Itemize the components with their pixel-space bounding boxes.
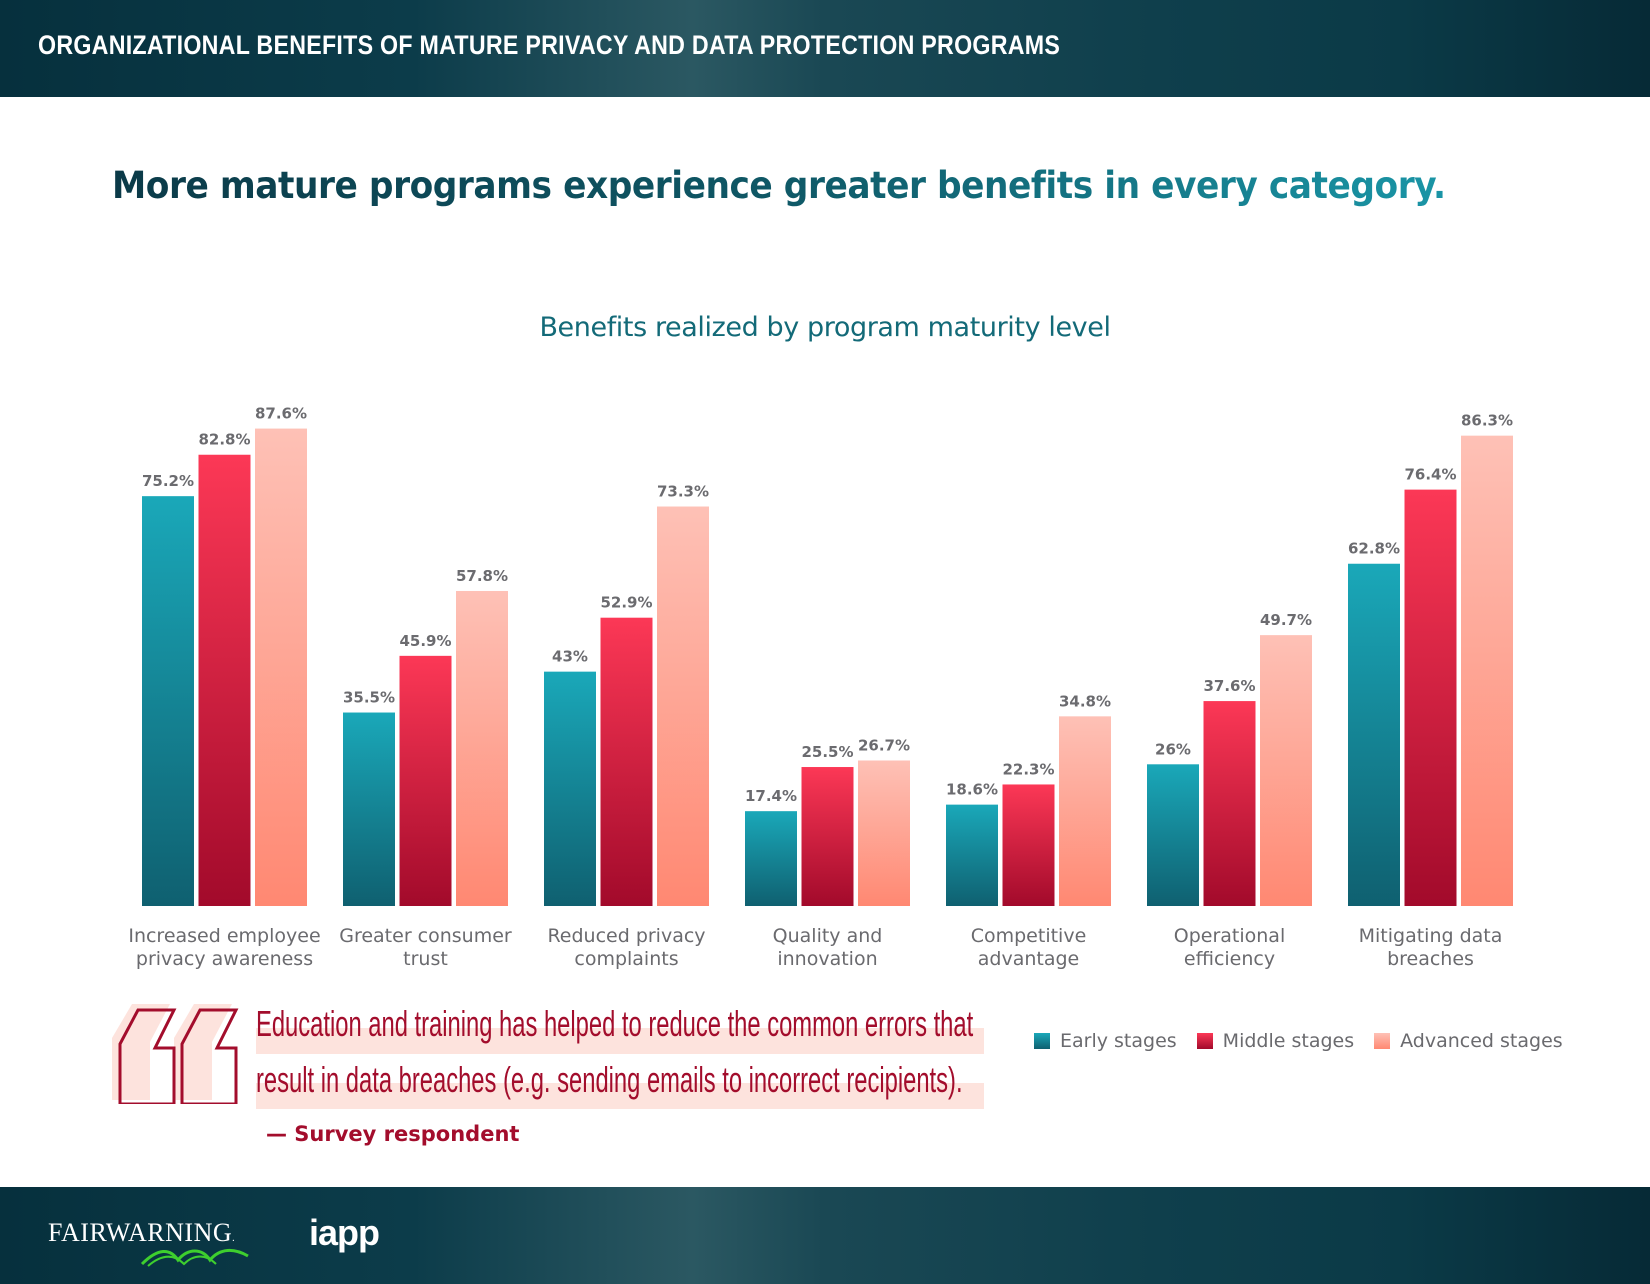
quote-attribution: — Survey respondent <box>266 1122 520 1146</box>
value-label: 52.9% <box>600 594 652 612</box>
category-label: Quality and <box>773 925 883 947</box>
bar-advanced-stages <box>858 760 910 906</box>
bar-early-stages <box>745 811 797 906</box>
bar-advanced-stages <box>255 428 307 906</box>
bars-layer <box>142 428 1513 906</box>
wave-icon <box>140 1249 249 1267</box>
bar-early-stages <box>1147 764 1199 906</box>
category-label: Greater consumer <box>339 925 512 947</box>
bar-advanced-stages <box>657 506 709 906</box>
category-label: advantage <box>978 948 1079 970</box>
legend-label: Advanced stages <box>1400 1030 1563 1052</box>
legend-label: Middle stages <box>1222 1030 1355 1052</box>
legend-item-early: Early stages <box>1034 1030 1177 1052</box>
legend-item-middle: Middle stages <box>1196 1030 1355 1052</box>
value-label: 76.4% <box>1404 466 1456 484</box>
value-label: 34.8% <box>1059 692 1111 710</box>
value-label: 17.4% <box>745 787 797 805</box>
value-label: 86.3% <box>1461 412 1513 430</box>
value-label: 22.3% <box>1002 760 1054 778</box>
fairwarning-logo-text: FAIRWARNING <box>48 1218 233 1247</box>
bar-middle-stages <box>600 617 653 906</box>
value-labels-layer: 75.2% 82.8% 87.6% 35.5% 45.9% 57.8% 43% 52.9% 73… <box>142 405 1513 806</box>
bar-middle-stages <box>399 655 452 906</box>
quote-text-line: result in data breaches (e.g. sending em… <box>256 1059 963 1100</box>
bar-advanced-stages <box>1461 435 1513 906</box>
value-label: 82.8% <box>198 431 250 449</box>
category-label: efficiency <box>1184 948 1275 970</box>
bar-advanced-stages <box>1260 635 1312 906</box>
bar-early-stages <box>1348 563 1400 906</box>
category-label: Mitigating data <box>1359 925 1503 947</box>
legend-swatch-advanced <box>1374 1033 1391 1049</box>
value-label: 49.7% <box>1260 611 1312 629</box>
value-label: 62.8% <box>1348 540 1400 558</box>
fairwarning-logo-mark: . <box>232 1233 236 1244</box>
bar-middle-stages <box>198 454 251 906</box>
bar-advanced-stages <box>1059 716 1111 906</box>
legend-item-advanced: Advanced stages <box>1374 1030 1563 1052</box>
value-label: 18.6% <box>946 781 998 799</box>
bar-early-stages <box>544 671 596 906</box>
footer-banner <box>0 1187 1650 1284</box>
bar-advanced-stages <box>456 590 508 906</box>
category-label: innovation <box>777 948 877 970</box>
bar-early-stages <box>946 804 998 906</box>
category-label: privacy awareness <box>136 948 313 970</box>
value-label: 25.5% <box>801 743 853 761</box>
category-label: Operational <box>1174 925 1285 947</box>
quote-text-line: Education and training has helped to red… <box>256 1003 974 1044</box>
bar-middle-stages <box>1203 701 1256 906</box>
category-label: Reduced privacy <box>547 925 705 947</box>
header-title: ORGANIZATIONAL BENEFITS OF MATURE PRIVAC… <box>38 30 1061 60</box>
value-label: 45.9% <box>399 632 451 650</box>
category-label: complaints <box>574 948 678 970</box>
value-label: 87.6% <box>255 405 307 423</box>
value-label: 26.7% <box>858 736 910 754</box>
chart-title: Benefits realized by program maturity le… <box>539 312 1111 343</box>
bar-middle-stages <box>801 767 854 906</box>
quote-highlight <box>256 1028 984 1054</box>
iapp-logo: iapp <box>309 1212 380 1253</box>
category-label: breaches <box>1387 948 1474 970</box>
quote-highlight <box>256 1083 984 1109</box>
value-label: 73.3% <box>657 483 709 501</box>
quote-mark-icon <box>112 1004 239 1104</box>
category-label: trust <box>403 948 448 970</box>
value-label: 43% <box>552 648 588 666</box>
category-label: Competitive <box>971 925 1087 947</box>
fairwarning-logo: FAIRWARNING. <box>48 1218 235 1248</box>
chart-legend: Early stages Middle stages Advanced stag… <box>1034 1030 1583 1052</box>
legend-swatch-middle <box>1196 1033 1213 1049</box>
value-label: 57.8% <box>456 567 508 585</box>
bar-early-stages <box>343 712 395 906</box>
bar-middle-stages <box>1404 489 1457 906</box>
bar-middle-stages <box>1002 784 1055 906</box>
bar-chart: 75.2% 82.8% 87.6% 35.5% 45.9% 57.8% 43% 52.9% 73… <box>128 405 1513 970</box>
bar-early-stages <box>142 496 194 906</box>
headline: More mature programs experience greater … <box>112 164 1446 207</box>
legend-label: Early stages <box>1060 1030 1177 1052</box>
value-label: 35.5% <box>343 689 395 707</box>
value-label: 37.6% <box>1203 677 1255 695</box>
value-label: 26% <box>1155 740 1191 758</box>
legend-swatch-early <box>1034 1033 1050 1049</box>
header-banner: ORGANIZATIONAL BENEFITS OF MATURE PRIVAC… <box>0 0 1650 97</box>
value-label: 75.2% <box>142 472 194 490</box>
category-label: Increased employee <box>128 925 320 947</box>
